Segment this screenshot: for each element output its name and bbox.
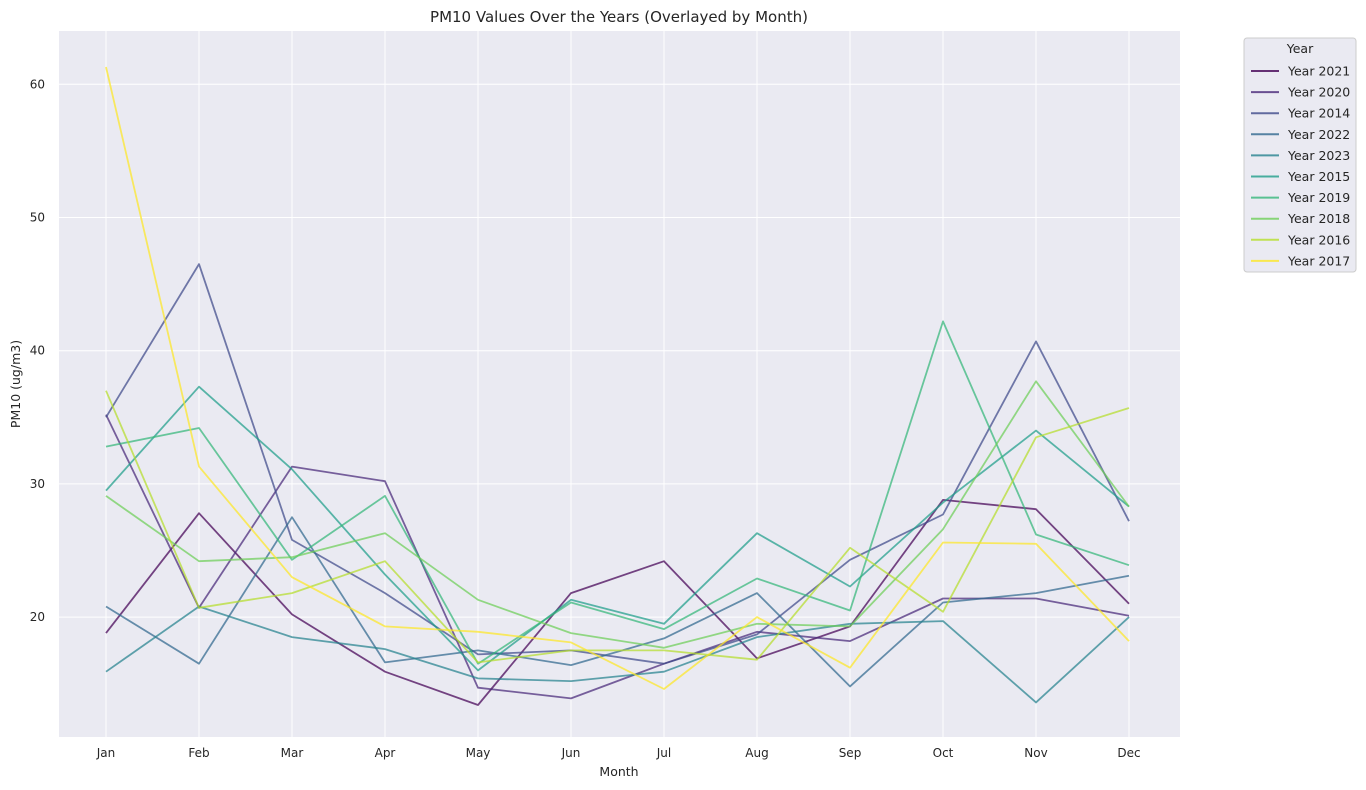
legend-label: Year 2023 bbox=[1287, 148, 1350, 163]
x-tick-label: Jun bbox=[561, 746, 581, 760]
legend-title: Year bbox=[1286, 41, 1314, 56]
series-line bbox=[105, 414, 1130, 700]
y-tick-label: 20 bbox=[30, 610, 45, 624]
legend-label: Year 2014 bbox=[1287, 106, 1350, 121]
legend-label: Year 2019 bbox=[1287, 190, 1350, 205]
legend-label: Year 2021 bbox=[1287, 64, 1350, 79]
x-tick-label: Nov bbox=[1024, 746, 1047, 760]
x-tick-label: Sep bbox=[839, 746, 862, 760]
y-tick-label: 30 bbox=[30, 477, 45, 491]
series-lines bbox=[105, 66, 1130, 706]
legend-label: Year 2022 bbox=[1287, 127, 1350, 142]
legend-label: Year 2018 bbox=[1287, 211, 1350, 226]
plot-background bbox=[59, 31, 1180, 737]
x-tick-label: Jan bbox=[96, 746, 116, 760]
series-line bbox=[105, 605, 1130, 704]
series-line bbox=[105, 498, 1130, 706]
series-line bbox=[105, 390, 1130, 664]
legend-label: Year 2017 bbox=[1287, 253, 1350, 268]
y-axis-label: PM10 (ug/m3) bbox=[8, 340, 23, 428]
series-line bbox=[105, 516, 1130, 688]
x-tick-labels: Jan Feb Mar Apr May Jun Jul Aug Sep Oct Nov Dec bbox=[96, 746, 1141, 760]
x-tick-label: Feb bbox=[188, 746, 209, 760]
legend-label: Year 2016 bbox=[1287, 232, 1350, 247]
x-axis-label: Month bbox=[599, 764, 638, 779]
y-tick-labels: 20 30 40 50 60 bbox=[30, 77, 45, 624]
x-tick-label: Jul bbox=[656, 746, 671, 760]
x-tick-label: Dec bbox=[1117, 746, 1140, 760]
legend-box bbox=[1243, 37, 1357, 273]
chart-title: PM10 Values Over the Years (Overlayed by… bbox=[430, 8, 808, 26]
y-tick-label: 50 bbox=[30, 210, 45, 224]
y-tick-label: 40 bbox=[30, 344, 45, 358]
x-tick-label: Apr bbox=[375, 746, 396, 760]
y-tick-label: 60 bbox=[30, 77, 45, 91]
x-tick-label: Mar bbox=[281, 746, 304, 760]
x-tick-label: Oct bbox=[933, 746, 954, 760]
legend-label: Year 2020 bbox=[1287, 85, 1350, 100]
series-line bbox=[105, 385, 1130, 672]
series-line bbox=[105, 263, 1130, 665]
x-tick-label: Aug bbox=[745, 746, 768, 760]
x-tick-label: May bbox=[466, 746, 491, 760]
legend-label: Year 2015 bbox=[1287, 169, 1350, 184]
series-line bbox=[105, 66, 1130, 690]
legend-items: Year 2021 Year 2020 Year 2014 Year 2022 Year… bbox=[1251, 64, 1350, 268]
series-line bbox=[105, 320, 1130, 665]
